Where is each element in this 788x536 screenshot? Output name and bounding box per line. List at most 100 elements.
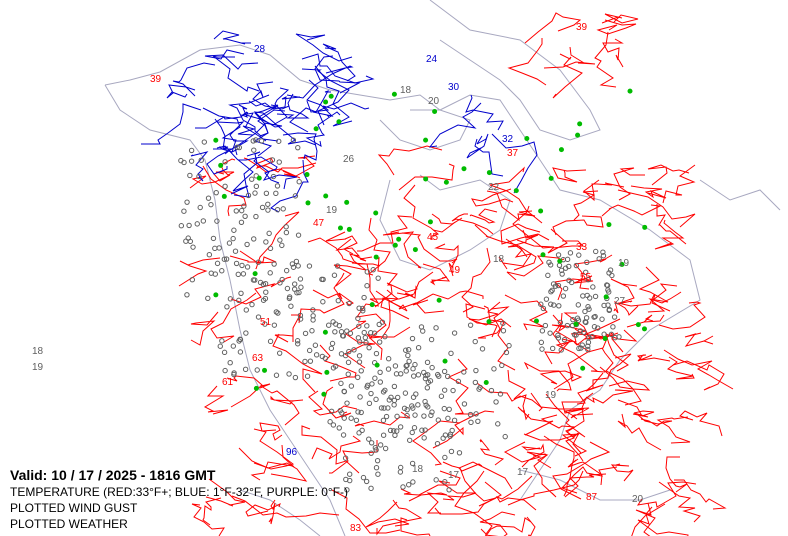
rain-symbol xyxy=(252,271,258,277)
isotherm xyxy=(532,453,557,498)
station-marker xyxy=(585,346,591,353)
station-marker xyxy=(596,256,602,262)
rain-symbol xyxy=(548,175,554,181)
isotherm xyxy=(214,118,233,153)
station-marker xyxy=(433,325,439,331)
station-marker xyxy=(576,345,582,352)
station-marker xyxy=(197,204,203,211)
station-marker xyxy=(331,272,338,278)
isotherm xyxy=(601,204,662,217)
station-marker xyxy=(393,371,400,377)
station-marker xyxy=(189,276,196,283)
isotherm xyxy=(322,43,356,82)
station-marker xyxy=(383,413,390,420)
station-marker xyxy=(497,391,504,397)
isotherm xyxy=(229,250,277,264)
isotherm xyxy=(301,425,360,474)
isotherm xyxy=(408,492,448,514)
rain-symbol xyxy=(486,170,492,176)
rain-symbol xyxy=(369,302,375,308)
station-marker xyxy=(190,244,196,250)
station-marker xyxy=(205,195,212,201)
station-marker xyxy=(555,282,562,289)
station-marker xyxy=(312,342,319,348)
station-marker xyxy=(213,189,219,196)
isotherm xyxy=(512,205,555,249)
station-marker xyxy=(212,271,219,277)
station-marker xyxy=(243,330,249,336)
isotherm xyxy=(658,301,706,330)
station-marker xyxy=(403,363,409,369)
station-marker xyxy=(241,203,247,209)
station-marker xyxy=(254,367,260,373)
station-marker xyxy=(289,261,296,267)
station-marker xyxy=(456,450,463,456)
station-marker xyxy=(298,284,304,290)
station-marker xyxy=(385,366,392,372)
station-marker xyxy=(558,267,565,274)
station-marker xyxy=(338,329,345,335)
station-marker xyxy=(322,355,328,361)
station-marker xyxy=(402,390,409,396)
station-marker xyxy=(294,290,300,296)
rain-symbol xyxy=(412,247,418,253)
isotherm xyxy=(526,516,536,536)
station-marker xyxy=(249,176,255,182)
station-marker xyxy=(244,241,250,248)
isotherm xyxy=(195,111,249,129)
station-marker xyxy=(409,335,416,342)
station-marker xyxy=(376,339,383,345)
station-marker xyxy=(233,208,239,214)
rain-symbol xyxy=(513,188,519,194)
station-value: 55 xyxy=(580,272,592,283)
station-marker xyxy=(424,385,431,391)
isotherm xyxy=(458,461,513,490)
station-marker xyxy=(206,251,213,258)
station-marker xyxy=(385,356,392,362)
station-marker xyxy=(436,373,442,379)
isotherm xyxy=(637,506,689,536)
rain-symbol xyxy=(305,200,311,206)
rain-symbol xyxy=(423,176,429,182)
station-marker xyxy=(557,319,564,326)
isotherm xyxy=(412,290,484,306)
isotherm xyxy=(250,444,295,481)
station-marker xyxy=(243,307,249,313)
station-marker xyxy=(567,250,574,256)
station-marker xyxy=(585,343,591,349)
station-marker xyxy=(438,393,445,399)
isotherm xyxy=(311,435,362,460)
isotherm xyxy=(561,392,594,420)
station-value: 19 xyxy=(545,390,557,401)
isotherm xyxy=(638,266,669,313)
station-marker xyxy=(500,320,506,326)
station-marker xyxy=(234,144,240,150)
station-marker xyxy=(366,400,373,407)
isotherm xyxy=(666,356,695,380)
rain-symbol xyxy=(304,172,310,178)
station-marker xyxy=(263,239,269,245)
isotherm xyxy=(561,332,619,343)
coastline xyxy=(519,469,671,501)
station-marker xyxy=(405,352,411,359)
station-marker xyxy=(401,405,408,412)
isotherm xyxy=(601,347,642,406)
station-marker xyxy=(591,324,598,330)
station-marker xyxy=(242,366,249,373)
rain-symbol xyxy=(324,369,330,375)
station-marker xyxy=(461,369,467,375)
isotherm xyxy=(428,102,482,148)
station-marker xyxy=(364,323,370,329)
isotherm xyxy=(576,372,604,405)
isotherm xyxy=(204,49,259,70)
station-value: 27 xyxy=(614,296,626,307)
station-marker xyxy=(604,282,611,289)
station-marker xyxy=(610,324,616,330)
rain-symbol xyxy=(642,224,648,230)
isotherm xyxy=(656,204,687,245)
station-marker xyxy=(212,245,218,252)
station-value: 39 xyxy=(576,22,588,33)
rain-symbol xyxy=(221,193,227,199)
station-marker xyxy=(330,365,337,371)
isotherm xyxy=(191,503,225,536)
